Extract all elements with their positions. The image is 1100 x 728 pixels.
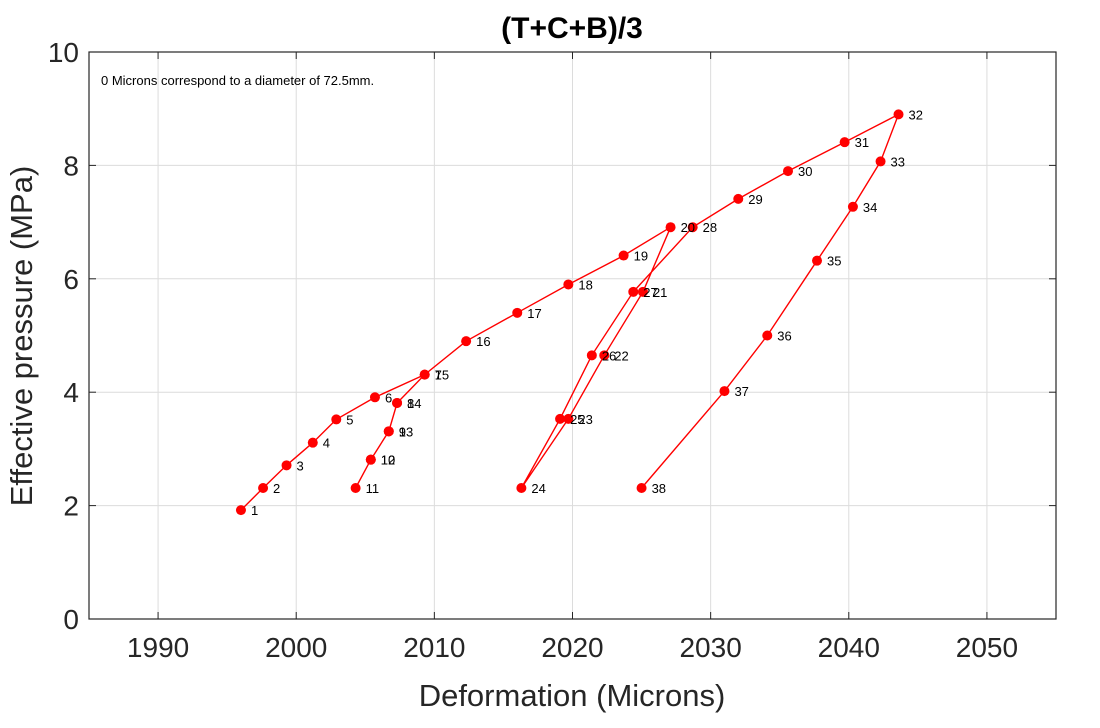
y-tick-label: 4 bbox=[63, 377, 79, 408]
data-point-label: 20 bbox=[681, 220, 695, 235]
data-point-label: 26 bbox=[602, 348, 616, 363]
x-tick-label: 2000 bbox=[265, 632, 327, 663]
plot-area-frame bbox=[88, 51, 1057, 620]
data-point bbox=[687, 222, 698, 233]
data-series bbox=[235, 109, 904, 516]
data-point-label: 7 bbox=[435, 368, 442, 383]
data-point bbox=[839, 137, 850, 148]
data-point-label: 2 bbox=[273, 481, 280, 496]
data-point-label: 30 bbox=[798, 164, 812, 179]
data-point-label: 23 bbox=[578, 412, 592, 427]
data-point bbox=[331, 414, 342, 425]
data-point bbox=[599, 350, 610, 361]
data-point-label: 27 bbox=[643, 285, 657, 300]
y-tick-label: 6 bbox=[63, 264, 79, 295]
data-point bbox=[307, 437, 318, 448]
data-point bbox=[383, 426, 394, 437]
data-point bbox=[461, 336, 472, 347]
y-tick-label: 0 bbox=[63, 604, 79, 635]
point-labels: 1234567891011121314151617181920212223242… bbox=[251, 107, 923, 518]
data-point-label: 8 bbox=[407, 396, 414, 411]
data-point bbox=[586, 350, 597, 361]
data-point-label: 11 bbox=[366, 481, 380, 496]
x-tick-label: 2020 bbox=[541, 632, 603, 663]
data-point bbox=[512, 307, 523, 318]
data-point-label: 34 bbox=[863, 200, 877, 215]
data-point-label: 6 bbox=[385, 390, 392, 405]
chart-title: (T+C+B)/3 bbox=[501, 12, 643, 45]
data-point bbox=[783, 166, 794, 177]
data-point-label: 19 bbox=[634, 249, 648, 264]
data-point bbox=[419, 369, 430, 380]
y-tick-label: 2 bbox=[63, 491, 79, 522]
data-point bbox=[516, 483, 527, 494]
y-axis-label: Effective pressure (MPa) bbox=[4, 166, 39, 507]
x-tick-label: 1990 bbox=[127, 632, 189, 663]
data-point bbox=[665, 222, 676, 233]
x-tick-label: 2040 bbox=[818, 632, 880, 663]
data-point-label: 1 bbox=[251, 503, 258, 518]
data-point bbox=[628, 286, 639, 297]
data-point-label: 3 bbox=[297, 458, 304, 473]
data-point bbox=[258, 483, 269, 494]
data-point-label: 37 bbox=[734, 384, 748, 399]
data-point-label: 36 bbox=[777, 329, 791, 344]
data-point-label: 25 bbox=[570, 412, 584, 427]
data-point-label: 24 bbox=[531, 481, 545, 496]
data-point bbox=[350, 483, 361, 494]
data-point-label: 4 bbox=[323, 436, 330, 451]
data-point-label: 9 bbox=[399, 424, 406, 439]
x-tick-label: 2050 bbox=[956, 632, 1018, 663]
data-point bbox=[812, 255, 823, 266]
data-point bbox=[893, 109, 904, 120]
data-point bbox=[281, 460, 292, 471]
data-point-label: 31 bbox=[855, 135, 869, 150]
data-point bbox=[392, 397, 403, 408]
data-point bbox=[618, 250, 629, 261]
data-point-label: 18 bbox=[578, 277, 592, 292]
x-tick-label: 2010 bbox=[403, 632, 465, 663]
data-point bbox=[733, 193, 744, 204]
data-point bbox=[719, 386, 730, 397]
data-point bbox=[235, 505, 246, 516]
data-point-label: 28 bbox=[703, 220, 717, 235]
data-point bbox=[369, 392, 380, 403]
data-point-label: 13 bbox=[399, 424, 413, 439]
series-line bbox=[240, 112, 900, 511]
data-point-label: 5 bbox=[346, 412, 353, 427]
data-point-label: 15 bbox=[435, 368, 449, 383]
diameter-annotation: 0 Microns correspond to a diameter of 72… bbox=[101, 73, 374, 88]
data-point-label: 16 bbox=[476, 334, 490, 349]
x-tick-label: 2030 bbox=[679, 632, 741, 663]
data-point-label: 22 bbox=[614, 348, 628, 363]
data-point-label: 38 bbox=[652, 481, 666, 496]
data-point bbox=[563, 279, 574, 290]
x-axis-label: Deformation (Microns) bbox=[419, 678, 726, 713]
y-tick-label: 10 bbox=[48, 37, 79, 68]
data-point-label: 35 bbox=[827, 254, 841, 269]
data-point bbox=[875, 156, 886, 167]
data-point-label: 29 bbox=[748, 192, 762, 207]
data-point-label: 12 bbox=[381, 453, 395, 468]
data-point-label: 17 bbox=[527, 306, 541, 321]
data-point bbox=[555, 413, 566, 424]
data-point bbox=[762, 330, 773, 341]
data-point bbox=[563, 413, 574, 424]
data-point bbox=[847, 201, 858, 212]
data-point bbox=[365, 454, 376, 465]
data-point-label: 10 bbox=[381, 453, 395, 468]
data-point bbox=[636, 483, 647, 494]
data-point-label: 33 bbox=[891, 154, 905, 169]
data-point bbox=[637, 286, 648, 297]
data-point-label: 32 bbox=[909, 107, 923, 122]
data-point-label: 21 bbox=[653, 285, 667, 300]
data-point-label: 14 bbox=[407, 396, 421, 411]
y-tick-label: 8 bbox=[63, 150, 79, 181]
